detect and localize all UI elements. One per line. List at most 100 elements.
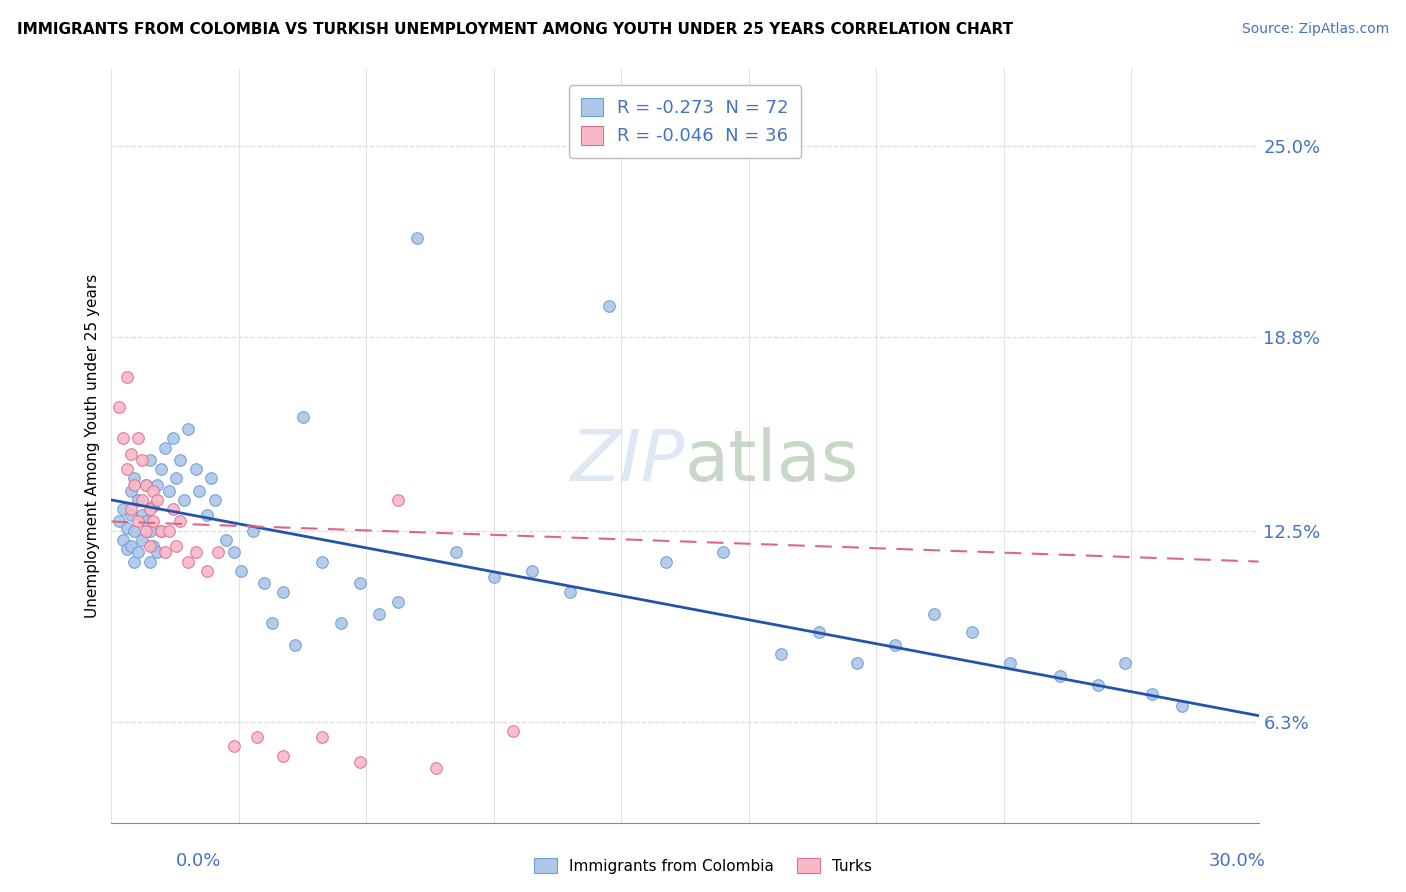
Point	[162, 431, 184, 445]
Point	[311, 555, 333, 569]
Point	[142, 539, 165, 553]
Point	[329, 616, 352, 631]
Point	[120, 508, 142, 523]
Point	[884, 638, 907, 652]
Text: Source: ZipAtlas.com: Source: ZipAtlas.com	[1241, 22, 1389, 37]
Point	[291, 409, 314, 424]
Point	[142, 515, 165, 529]
Point	[153, 441, 176, 455]
Point	[177, 422, 200, 436]
Legend: Immigrants from Colombia, Turks: Immigrants from Colombia, Turks	[527, 852, 879, 880]
Point	[169, 453, 191, 467]
Point	[108, 401, 131, 415]
Point	[769, 647, 792, 661]
Point	[204, 492, 226, 507]
Point	[520, 564, 543, 578]
Point	[173, 492, 195, 507]
Point	[146, 492, 169, 507]
Point	[184, 462, 207, 476]
Point	[260, 616, 283, 631]
Point	[115, 462, 138, 476]
Point	[111, 502, 134, 516]
Point	[157, 483, 180, 498]
Point	[150, 524, 173, 538]
Point	[111, 431, 134, 445]
Point	[222, 739, 245, 754]
Point	[142, 483, 165, 498]
Point	[1087, 678, 1109, 692]
Point	[177, 555, 200, 569]
Point	[138, 539, 160, 553]
Text: IMMIGRANTS FROM COLOMBIA VS TURKISH UNEMPLOYMENT AMONG YOUTH UNDER 25 YEARS CORR: IMMIGRANTS FROM COLOMBIA VS TURKISH UNEM…	[17, 22, 1012, 37]
Point	[120, 539, 142, 553]
Point	[138, 555, 160, 569]
Point	[846, 657, 869, 671]
Point	[215, 533, 238, 547]
Point	[1114, 657, 1136, 671]
Point	[387, 492, 409, 507]
Point	[368, 607, 391, 621]
Point	[115, 369, 138, 384]
Point	[165, 539, 187, 553]
Text: atlas: atlas	[685, 426, 859, 496]
Point	[169, 515, 191, 529]
Legend: R = -0.273  N = 72, R = -0.046  N = 36: R = -0.273 N = 72, R = -0.046 N = 36	[568, 85, 801, 158]
Point	[284, 638, 307, 652]
Point	[246, 730, 269, 744]
Point	[124, 477, 146, 491]
Text: ZIP: ZIP	[571, 426, 685, 496]
Point	[807, 625, 830, 640]
Point	[482, 570, 505, 584]
Point	[131, 492, 153, 507]
Point	[425, 761, 447, 775]
Point	[127, 492, 149, 507]
Point	[120, 483, 142, 498]
Point	[922, 607, 945, 621]
Point	[222, 545, 245, 559]
Point	[184, 545, 207, 559]
Point	[131, 508, 153, 523]
Point	[138, 502, 160, 516]
Point	[444, 545, 467, 559]
Point	[960, 625, 983, 640]
Point	[195, 508, 218, 523]
Point	[108, 515, 131, 529]
Point	[146, 545, 169, 559]
Point	[200, 471, 222, 485]
Point	[273, 748, 295, 763]
Y-axis label: Unemployment Among Youth under 25 years: Unemployment Among Youth under 25 years	[86, 274, 100, 618]
Text: 30.0%: 30.0%	[1209, 852, 1265, 870]
Point	[120, 502, 142, 516]
Point	[273, 585, 295, 599]
Point	[253, 576, 276, 591]
Point	[349, 576, 371, 591]
Point	[135, 515, 157, 529]
Point	[135, 524, 157, 538]
Point	[207, 545, 229, 559]
Point	[131, 533, 153, 547]
Point	[135, 477, 157, 491]
Point	[127, 431, 149, 445]
Point	[998, 657, 1021, 671]
Point	[138, 453, 160, 467]
Point	[165, 471, 187, 485]
Point	[502, 724, 524, 739]
Point	[153, 545, 176, 559]
Point	[242, 524, 264, 538]
Point	[162, 502, 184, 516]
Point	[311, 730, 333, 744]
Point	[188, 483, 211, 498]
Point	[138, 524, 160, 538]
Point	[1140, 687, 1163, 701]
Point	[711, 545, 734, 559]
Point	[142, 499, 165, 513]
Point	[127, 515, 149, 529]
Point	[115, 542, 138, 557]
Point	[124, 555, 146, 569]
Point	[598, 299, 620, 313]
Point	[111, 533, 134, 547]
Point	[231, 564, 253, 578]
Point	[406, 231, 429, 245]
Point	[195, 564, 218, 578]
Point	[655, 555, 678, 569]
